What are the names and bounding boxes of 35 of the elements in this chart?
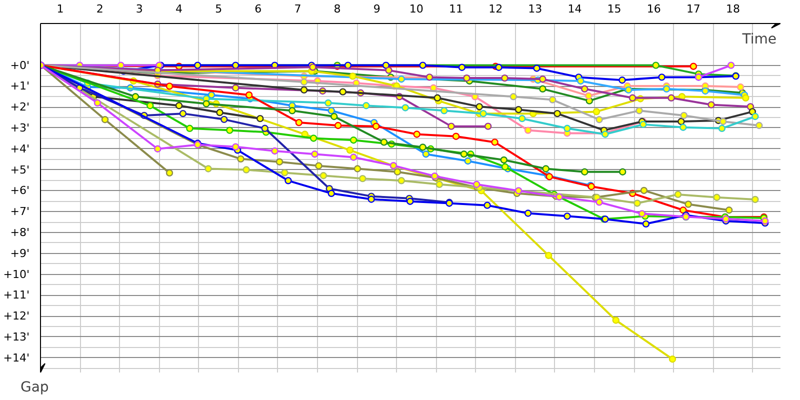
y-tick-label: +2' [10, 100, 30, 114]
x-tick-label: 15 [607, 2, 622, 16]
y-tick-label: +9' [10, 246, 30, 260]
x-axis-title: Time [741, 32, 777, 48]
y-tick-label: +14' [3, 351, 30, 364]
y-tick-label: +1' [10, 80, 30, 93]
x-tick-label: 7 [294, 2, 302, 16]
x-tick-label: 8 [334, 2, 341, 16]
x-tick-label: 10 [409, 2, 424, 16]
x-tick-label: 18 [726, 2, 740, 16]
x-tick-label: 16 [646, 2, 661, 16]
x-tick-label: 9 [373, 2, 380, 16]
y-tick-label: +7' [10, 205, 30, 218]
x-tick-label: 13 [528, 2, 542, 16]
x-tick-label: 3 [136, 2, 143, 16]
x-tick-label: 11 [449, 2, 464, 16]
y-tick-label: +10' [3, 268, 30, 281]
y-tick-label: +6' [10, 184, 30, 198]
y-tick-label: +5' [10, 163, 30, 176]
y-tick-label: +4' [10, 142, 30, 156]
x-tick-label: 5 [215, 2, 222, 16]
x-tick-label: 6 [254, 2, 262, 16]
x-tick-label: 17 [686, 2, 700, 16]
y-tick-label: +3' [10, 121, 30, 134]
y-tick-label: +8' [10, 226, 30, 239]
x-tick-label: 14 [568, 2, 582, 16]
x-tick-label: 12 [488, 2, 503, 16]
x-tick-label: 4 [176, 2, 183, 16]
y-tick-label: +12' [3, 310, 30, 323]
y-axis-title: Gap [20, 380, 49, 396]
x-tick-label: 2 [96, 2, 104, 16]
y-tick-label: +0' [10, 58, 30, 72]
x-tick-label: 1 [56, 2, 64, 16]
y-tick-label: +11' [3, 288, 30, 302]
y-tick-label: +13' [3, 330, 30, 344]
